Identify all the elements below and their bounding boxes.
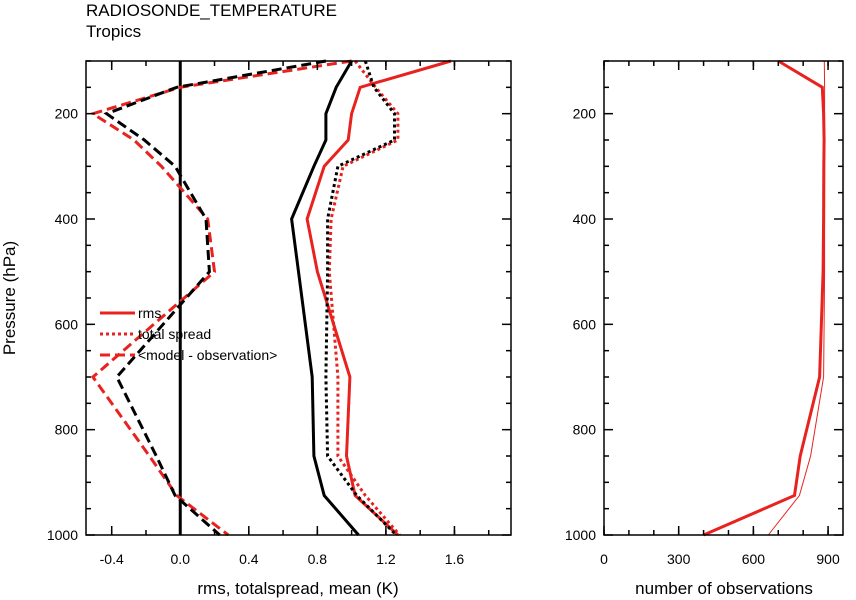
left-y-tick-label: 800 bbox=[55, 422, 79, 438]
left-x-tick-label: 0.0 bbox=[171, 551, 191, 567]
legend-label-total-spread: total spread bbox=[138, 326, 211, 342]
left-x-tick-label: 0.4 bbox=[239, 551, 259, 567]
left-y-tick-label: 200 bbox=[55, 106, 79, 122]
left-series-dotted-red-1 bbox=[327, 60, 401, 536]
right-series-layer bbox=[703, 59, 826, 537]
left-y-tick-label: 600 bbox=[55, 316, 79, 332]
right-x-tick-label: 300 bbox=[667, 551, 691, 567]
right-plot-frame bbox=[603, 60, 844, 536]
right-y-tick-label: 200 bbox=[573, 106, 597, 122]
right-x-tick-label: 0 bbox=[600, 551, 608, 567]
right-x-axis-label: number of observations bbox=[635, 579, 813, 598]
left-series-solid-red-0 bbox=[305, 59, 452, 537]
chart-title: RADIOSONDE_TEMPERATURE bbox=[86, 1, 337, 20]
left-y-axis-label: Pressure (hPa) bbox=[0, 241, 19, 355]
chart-subtitle: Tropics bbox=[86, 22, 141, 41]
right-series-solid-red-0 bbox=[703, 59, 826, 537]
left-y-tick-label: 1000 bbox=[47, 527, 78, 543]
left-x-axis-label: rms, totalspread, mean (K) bbox=[197, 579, 398, 598]
right-x-tick-label: 600 bbox=[742, 551, 766, 567]
legend-label-rms: rms bbox=[138, 305, 161, 321]
left-series-layer bbox=[89, 59, 452, 537]
left-x-tick-label: 1.6 bbox=[445, 551, 465, 567]
legend-label-model-minus-observation: <model - observation> bbox=[138, 347, 277, 363]
left-panel: 200 400 600 800 1000 -0.4 0.0 0.4 0.8 1.2 1.6 rms … bbox=[0, 59, 512, 598]
left-plot-frame bbox=[85, 60, 512, 536]
left-x-tick-label: -0.4 bbox=[100, 551, 124, 567]
left-series-dotted-black-4 bbox=[324, 60, 398, 537]
right-series-solid-red-1 bbox=[767, 60, 826, 536]
right-y-tick-label: 1000 bbox=[565, 527, 596, 543]
left-y-tick-label: 400 bbox=[55, 211, 79, 227]
left-series-dashed-red-2 bbox=[89, 59, 352, 537]
left-series-dashed-black-5 bbox=[103, 59, 327, 537]
left-x-tick-label: 0.8 bbox=[308, 551, 328, 567]
left-series-solid-black-3 bbox=[290, 60, 360, 536]
right-y-tick-label: 400 bbox=[573, 211, 597, 227]
right-y-tick-label: 600 bbox=[573, 316, 597, 332]
left-axes-layer: 200 400 600 800 1000 -0.4 0.0 0.4 0.8 1.2 1.6 bbox=[47, 60, 512, 567]
left-x-tick-label: 1.2 bbox=[376, 551, 396, 567]
legend: rms total spread <model - observation> bbox=[100, 305, 277, 363]
right-y-tick-label: 800 bbox=[573, 422, 597, 438]
right-x-tick-label: 900 bbox=[816, 551, 840, 567]
